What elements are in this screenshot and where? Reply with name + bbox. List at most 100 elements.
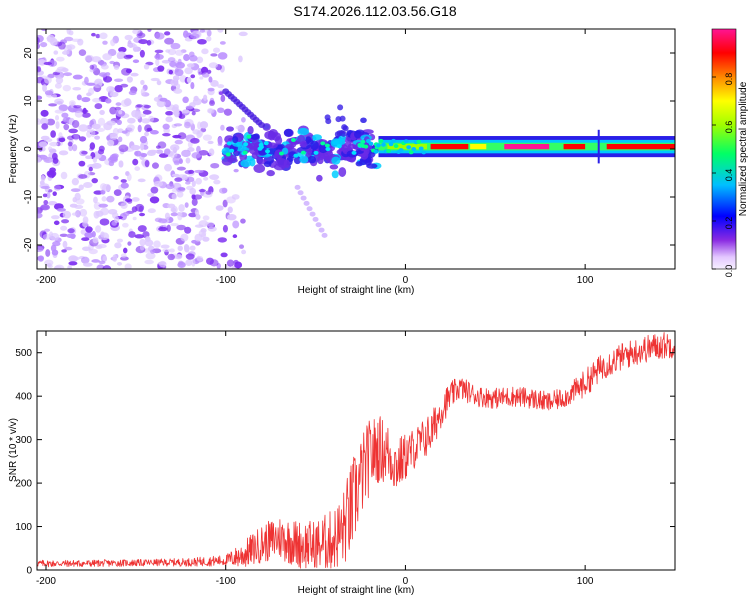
noise-blob [54, 82, 62, 89]
noise-blob [201, 72, 210, 78]
noise-blob [169, 61, 177, 67]
noise-blob [125, 198, 133, 203]
colorbar-label: Normalized spectral amplitude [738, 81, 749, 216]
colorbar-gradient [711, 28, 737, 270]
noise-blob [175, 254, 183, 260]
y-tick-label: -20 [23, 237, 34, 252]
colorbar-tick-label: 0.6 [724, 121, 734, 134]
noise-blob [82, 107, 87, 115]
noise-blob [103, 122, 113, 131]
noise-blob [170, 207, 177, 213]
noise-blob [97, 148, 105, 155]
noise-blob [178, 204, 185, 212]
noise-blob [120, 99, 130, 107]
noise-blob [233, 168, 239, 173]
x-tick-label: -100 [216, 576, 236, 587]
snr-y-label: SNR (10 * v/v) [8, 418, 19, 482]
noise-blob [157, 141, 167, 149]
noise-blob [78, 49, 87, 57]
band-peak [606, 143, 675, 150]
noise-blob [64, 246, 73, 251]
noise-blob [37, 60, 41, 65]
noise-blob [174, 177, 183, 182]
x-tick-label: 0 [403, 275, 409, 286]
tail-blob [321, 232, 328, 238]
noise-blob [196, 145, 201, 153]
noise-blob [37, 42, 40, 50]
noise-blob [138, 39, 149, 45]
noise-blob [218, 187, 228, 194]
snr-x-axis: -200 -100 0 100 [36, 331, 594, 587]
noise-blob [173, 123, 183, 127]
noise-blob [102, 265, 112, 269]
noise-blob [98, 260, 106, 265]
noise-blob [104, 72, 111, 77]
noise-blob [127, 117, 136, 124]
noise-blob [150, 249, 156, 254]
noise-blob [127, 43, 133, 48]
noise-blob [60, 171, 68, 180]
noise-blob [93, 196, 98, 204]
noise-blob [190, 81, 195, 90]
noise-blob [166, 224, 171, 232]
bright-spot [351, 150, 357, 155]
noise-blob [139, 49, 145, 58]
x-tick-label: -200 [36, 275, 56, 286]
noise-blob [191, 258, 196, 267]
noise-blob [176, 186, 186, 193]
noise-blob [203, 176, 209, 181]
streak-blob [334, 131, 341, 138]
noise-blob [223, 108, 232, 116]
tail-blob [297, 190, 304, 196]
noise-blob [130, 144, 141, 151]
noise-blob [48, 146, 53, 152]
noise-blob [171, 193, 177, 200]
band-wiggle [386, 148, 391, 153]
noise-blob [154, 32, 165, 40]
bright-spot [336, 144, 342, 149]
noise-blob [55, 76, 64, 85]
noise-blob [116, 119, 122, 125]
band-peak [470, 143, 487, 150]
noise-blob [177, 58, 182, 66]
signal-blob [283, 159, 290, 169]
band-wiggle [393, 143, 399, 148]
noise-blob [178, 113, 186, 119]
noise-blob [147, 29, 152, 32]
noise-blob [43, 156, 54, 163]
noise-blob [79, 208, 88, 217]
noise-blob [200, 66, 209, 74]
noise-blob [91, 162, 102, 169]
band-peak [504, 143, 550, 150]
signal-blob [364, 158, 372, 166]
noise-blob [226, 259, 235, 267]
noise-blob [134, 234, 145, 239]
noise-blob [86, 92, 92, 97]
noise-blob [182, 30, 189, 38]
noise-blob [156, 80, 162, 86]
band-wiggle [418, 146, 424, 151]
signal-blob [227, 157, 238, 164]
noise-blob [126, 124, 135, 131]
noise-blob [120, 83, 129, 88]
noise-blob [102, 53, 112, 61]
noise-blob [62, 240, 68, 249]
noise-blob [47, 201, 58, 206]
noise-blob [140, 153, 148, 158]
noise-blob [37, 212, 43, 219]
noise-blob [66, 233, 76, 239]
noise-blob [126, 76, 133, 83]
noise-blob [202, 215, 210, 221]
noise-blob [68, 30, 74, 36]
noise-blob [40, 185, 51, 190]
noise-blob [40, 42, 48, 48]
noise-blob [139, 212, 146, 217]
signal-blob [232, 136, 239, 144]
noise-blob [89, 64, 95, 70]
noise-blob [207, 108, 213, 114]
colorbar-tick-label: 0.8 [724, 73, 734, 86]
noise-blob [184, 226, 192, 234]
noise-blob [37, 157, 42, 163]
noise-blob [176, 191, 184, 198]
noise-blob [45, 249, 51, 257]
